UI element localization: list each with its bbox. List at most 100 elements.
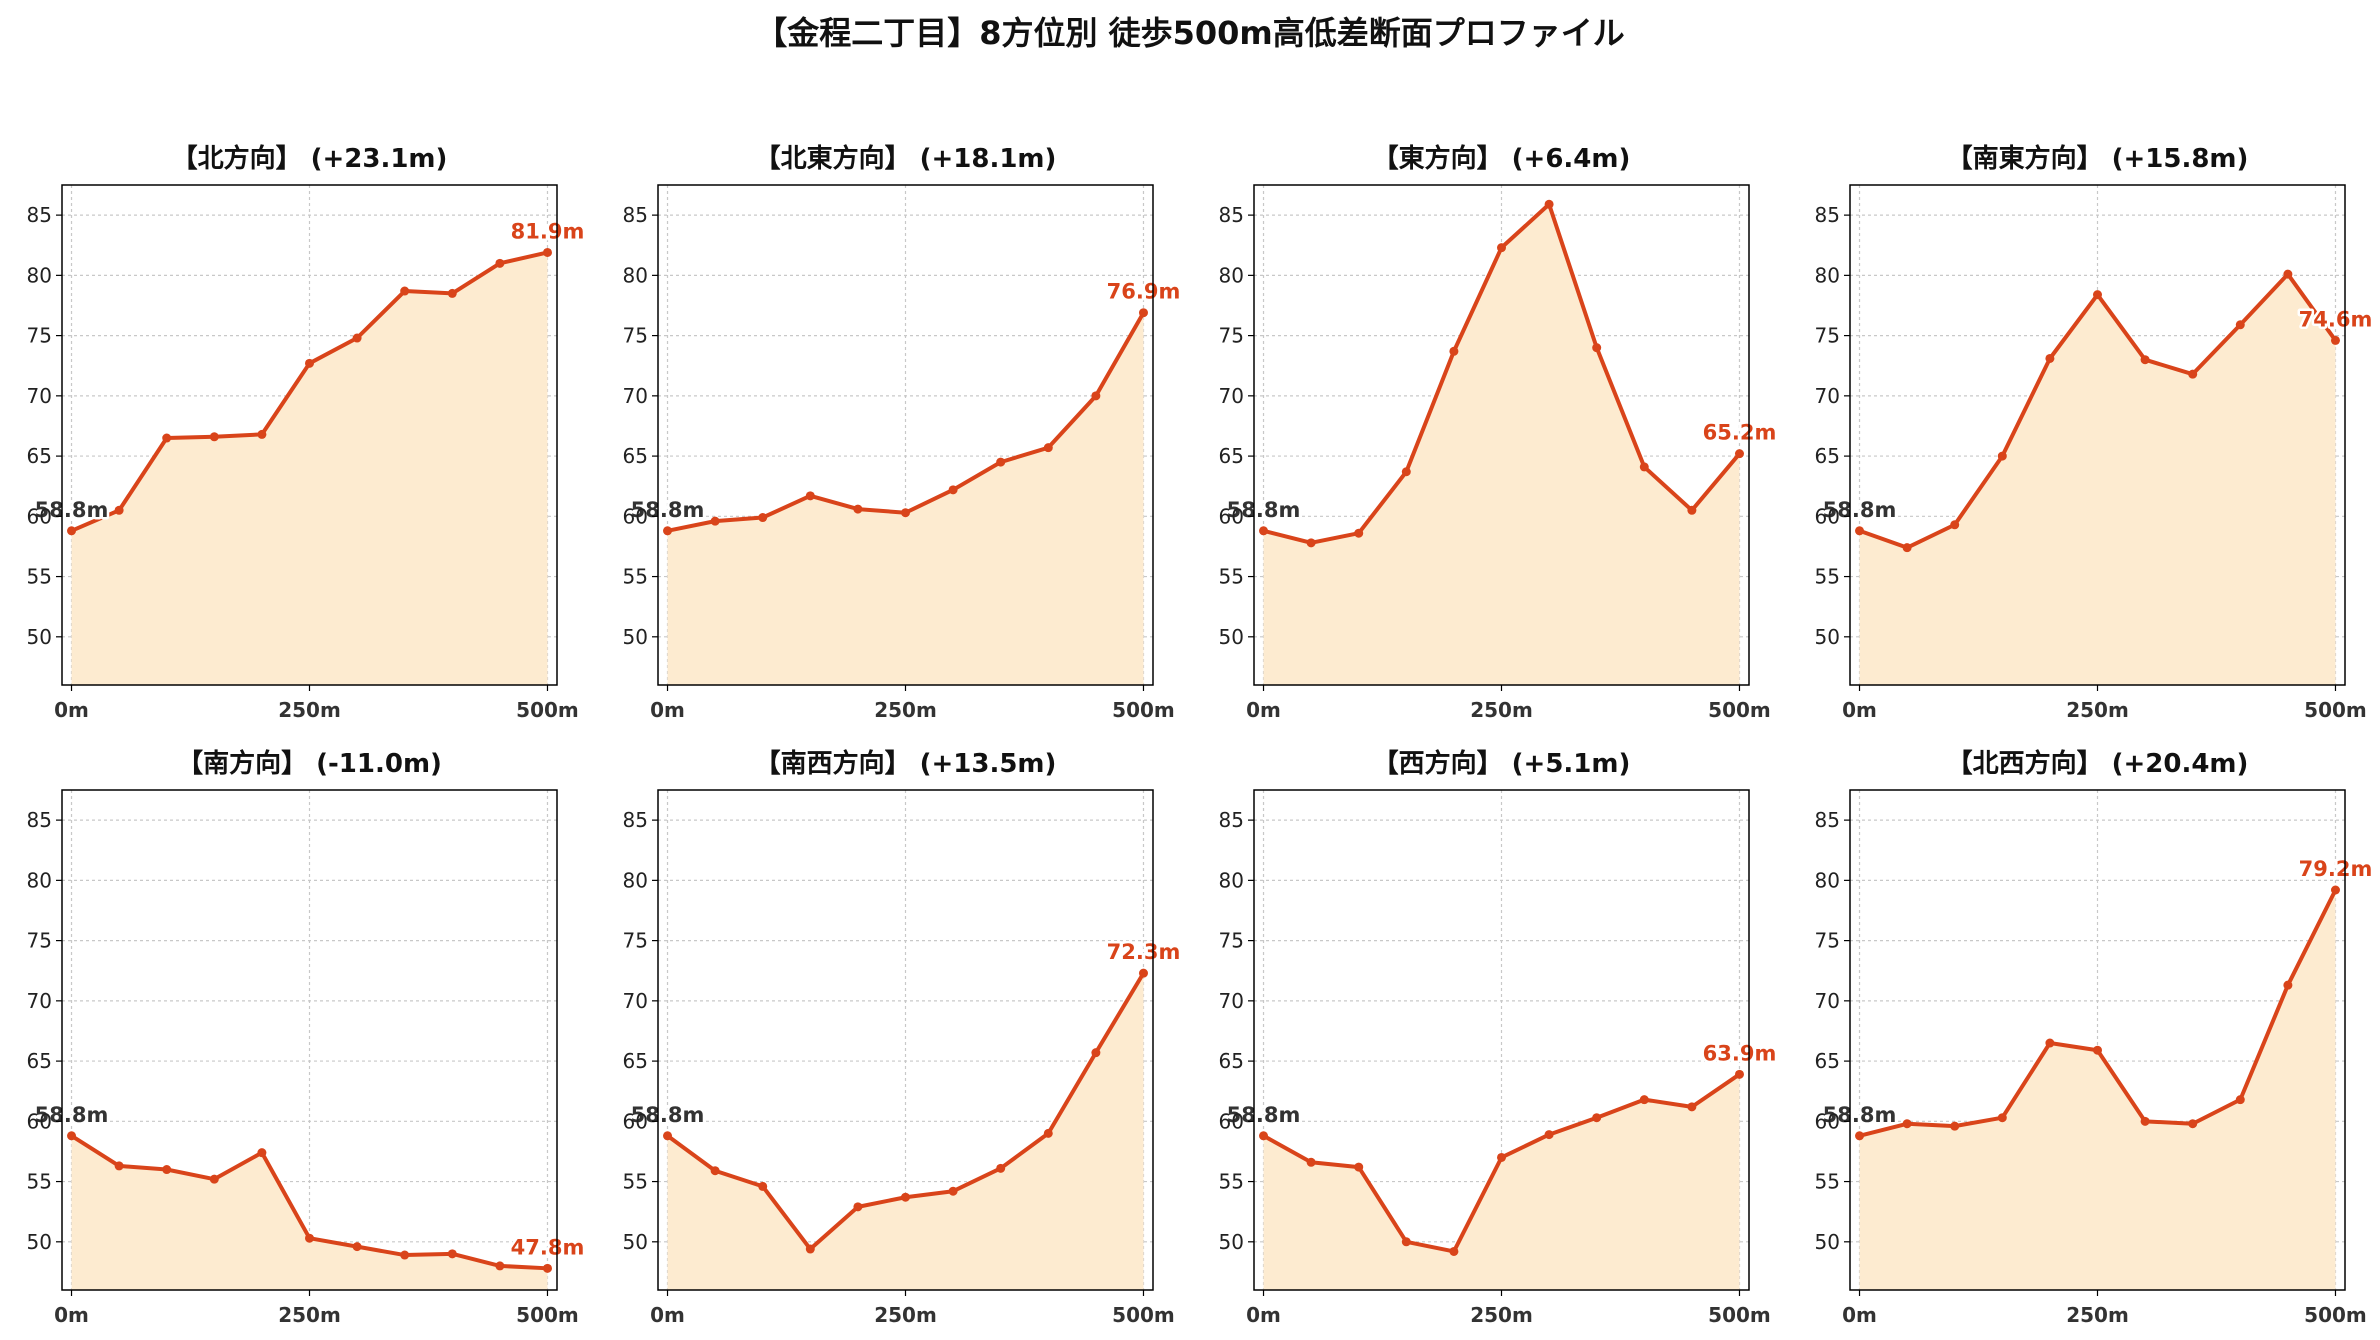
data-point bbox=[352, 333, 362, 343]
data-point bbox=[1354, 528, 1364, 538]
start-value-label: 58.8m bbox=[1823, 1103, 1897, 1127]
figure-title: 【金程二丁目】8方位別 徒歩500m高低差断面プロファイル bbox=[755, 14, 1625, 52]
data-point bbox=[67, 1131, 77, 1141]
data-point bbox=[853, 1202, 863, 1212]
x-tick-label: 250m bbox=[1470, 1303, 1533, 1327]
y-tick-label: 80 bbox=[623, 263, 648, 287]
data-point bbox=[1639, 1095, 1649, 1105]
y-tick-label: 80 bbox=[27, 263, 52, 287]
data-point bbox=[2093, 1045, 2102, 1055]
x-tick-label: 250m bbox=[1470, 698, 1533, 722]
data-point bbox=[1855, 526, 1865, 536]
data-point bbox=[1734, 449, 1744, 459]
y-tick-label: 60 bbox=[1219, 504, 1244, 528]
y-tick-label: 75 bbox=[1219, 929, 1244, 953]
data-point bbox=[1592, 343, 1602, 353]
data-point bbox=[1138, 308, 1148, 318]
data-point bbox=[162, 1165, 172, 1175]
data-point bbox=[663, 526, 673, 536]
y-tick-label: 55 bbox=[27, 1170, 52, 1194]
y-tick-label: 60 bbox=[27, 1109, 52, 1133]
data-point bbox=[1306, 538, 1316, 548]
data-point bbox=[114, 1161, 124, 1171]
area-fill bbox=[667, 312, 1144, 685]
chart-panel: 【南東方向】 (+15.8m) 58.8m 74.6m 50 55 60 65 70 75 80 8… bbox=[1815, 143, 2375, 722]
x-tick-label: 0m bbox=[54, 1303, 89, 1327]
y-tick-label: 65 bbox=[1815, 444, 1840, 468]
y-tick-label: 50 bbox=[27, 625, 52, 649]
data-point bbox=[1497, 243, 1506, 253]
y-tick-label: 70 bbox=[1815, 989, 1840, 1013]
panel-title: 【南東方向】 (+15.8m) bbox=[1947, 143, 2249, 174]
chart-panel: 【西方向】 (+5.1m) 58.8m 63.9m 50 55 60 65 70 75 80 85 0… bbox=[1219, 748, 1779, 1327]
start-value-label: 58.8m bbox=[1227, 498, 1301, 522]
data-point bbox=[2188, 1119, 2198, 1129]
data-point bbox=[1544, 1130, 1554, 1140]
data-point bbox=[495, 258, 505, 268]
area-fill bbox=[1263, 1074, 1740, 1290]
panel-title: 【北西方向】 (+20.4m) bbox=[1947, 748, 2249, 779]
data-point bbox=[2140, 1116, 2150, 1126]
y-tick-label: 85 bbox=[1815, 808, 1840, 832]
end-value-label: 76.9m bbox=[1107, 280, 1181, 304]
end-value-label: 74.6m bbox=[2299, 307, 2373, 331]
data-point bbox=[996, 457, 1006, 467]
panel-title: 【南西方向】 (+13.5m) bbox=[755, 748, 1057, 779]
y-tick-label: 60 bbox=[1815, 504, 1840, 528]
y-tick-label: 55 bbox=[27, 565, 52, 589]
data-point bbox=[1902, 1119, 1912, 1129]
y-tick-label: 50 bbox=[1219, 625, 1244, 649]
y-tick-label: 85 bbox=[623, 203, 648, 227]
data-point bbox=[805, 491, 815, 501]
end-value-label: 63.9m bbox=[1703, 1041, 1777, 1065]
chart-panels: 【北方向】 (+23.1m) 58.8m 81.9m 50 55 60 65 70 75 80 85… bbox=[27, 143, 2375, 1327]
chart-panel: 【南方向】 (-11.0m) 58.8m 47.8m 50 55 60 65 70 75 80 85… bbox=[27, 748, 587, 1327]
start-value-label: 58.8m bbox=[1227, 1103, 1301, 1127]
data-point bbox=[1687, 505, 1697, 515]
y-tick-label: 75 bbox=[623, 324, 648, 348]
chart-panel: 【北東方向】 (+18.1m) 58.8m 76.9m 50 55 60 65 70 75 80 8… bbox=[623, 143, 1183, 722]
y-tick-label: 55 bbox=[1219, 1170, 1244, 1194]
y-tick-label: 65 bbox=[27, 444, 52, 468]
data-point bbox=[948, 1186, 958, 1196]
data-point bbox=[67, 526, 77, 536]
data-point bbox=[400, 286, 410, 296]
end-value-label: 79.2m bbox=[2299, 857, 2373, 881]
data-point bbox=[2045, 353, 2055, 363]
panel-title: 【南方向】 (-11.0m) bbox=[177, 748, 442, 779]
data-point bbox=[1639, 462, 1649, 472]
data-point bbox=[1997, 451, 2007, 461]
x-tick-label: 500m bbox=[2304, 698, 2367, 722]
data-point bbox=[447, 288, 457, 298]
data-point bbox=[710, 516, 720, 526]
x-tick-label: 500m bbox=[516, 698, 579, 722]
data-point bbox=[1449, 1246, 1459, 1256]
data-point bbox=[2283, 980, 2293, 990]
data-point bbox=[1734, 1069, 1744, 1079]
data-point bbox=[2140, 355, 2150, 365]
data-point bbox=[710, 1166, 720, 1176]
y-tick-label: 70 bbox=[1219, 384, 1244, 408]
chart-panel: 【東方向】 (+6.4m) 58.8m 65.2m 50 55 60 65 70 75 80 85 0… bbox=[1219, 143, 1779, 722]
data-point bbox=[2045, 1038, 2055, 1048]
chart-panel: 【南西方向】 (+13.5m) 58.8m 72.3m 50 55 60 65 70 75 80 8… bbox=[623, 748, 1183, 1327]
y-tick-label: 80 bbox=[27, 868, 52, 892]
data-point bbox=[901, 1192, 910, 1202]
y-tick-label: 70 bbox=[623, 989, 648, 1013]
data-point bbox=[1306, 1157, 1316, 1167]
area-fill bbox=[1859, 890, 2336, 1290]
data-point bbox=[1950, 520, 1960, 530]
panel-title: 【北東方向】 (+18.1m) bbox=[755, 143, 1057, 174]
data-point bbox=[2188, 369, 2198, 379]
data-point bbox=[1043, 1128, 1053, 1138]
data-point bbox=[1259, 1131, 1269, 1141]
y-tick-label: 85 bbox=[1219, 203, 1244, 227]
y-tick-label: 70 bbox=[27, 989, 52, 1013]
y-tick-label: 65 bbox=[1219, 1049, 1244, 1073]
data-point bbox=[447, 1249, 457, 1259]
data-point bbox=[1902, 543, 1912, 553]
y-tick-label: 60 bbox=[623, 1109, 648, 1133]
y-tick-label: 75 bbox=[27, 929, 52, 953]
x-tick-label: 500m bbox=[1112, 698, 1175, 722]
data-point bbox=[542, 247, 552, 257]
